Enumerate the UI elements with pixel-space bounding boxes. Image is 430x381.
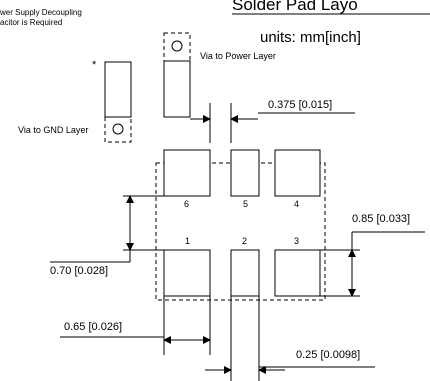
pad-6 bbox=[163, 149, 211, 197]
gap-dimension-label: 0.375 [0.015] bbox=[268, 99, 332, 111]
gnd-via-circle bbox=[112, 123, 124, 135]
pad-number-4: 4 bbox=[294, 199, 299, 209]
gnd-via-label: Via to GND Layer bbox=[18, 125, 88, 135]
pad-1 bbox=[163, 249, 211, 297]
power-via-outline bbox=[163, 32, 191, 62]
capacitor-pad bbox=[104, 61, 132, 118]
decoupling-note-line2: acitor is Required bbox=[0, 18, 62, 27]
pad-number-1: 1 bbox=[185, 236, 190, 246]
asterisk-marker: * bbox=[92, 59, 97, 71]
pad-number-2: 2 bbox=[242, 236, 247, 246]
capacitor-pad-right bbox=[163, 60, 191, 118]
pad-number-6: 6 bbox=[184, 199, 189, 209]
gnd-via-outline bbox=[104, 116, 132, 143]
pad-width-dimension-label: 0.65 [0.026] bbox=[64, 321, 122, 333]
pad-number-5: 5 bbox=[243, 199, 248, 209]
units-label: units: mm[inch] bbox=[260, 29, 361, 46]
power-via-label: Via to Power Layer bbox=[200, 51, 276, 61]
pad-5 bbox=[230, 149, 260, 197]
pad-2 bbox=[230, 249, 260, 297]
power-via-circle bbox=[171, 40, 183, 52]
pad-height-dimension-label: 0.85 [0.033] bbox=[352, 213, 410, 225]
decoupling-note-line1: wer Supply Decoupling bbox=[0, 8, 82, 17]
pad-4 bbox=[274, 149, 321, 197]
center-width-dimension-label: 0.25 [0.0098] bbox=[296, 349, 360, 361]
row-gap-dimension-label: 0.70 [0.028] bbox=[50, 265, 108, 277]
title-partial: Solder Pad Layo bbox=[232, 0, 358, 14]
pad-number-3: 3 bbox=[294, 236, 299, 246]
pad-3 bbox=[274, 249, 321, 297]
